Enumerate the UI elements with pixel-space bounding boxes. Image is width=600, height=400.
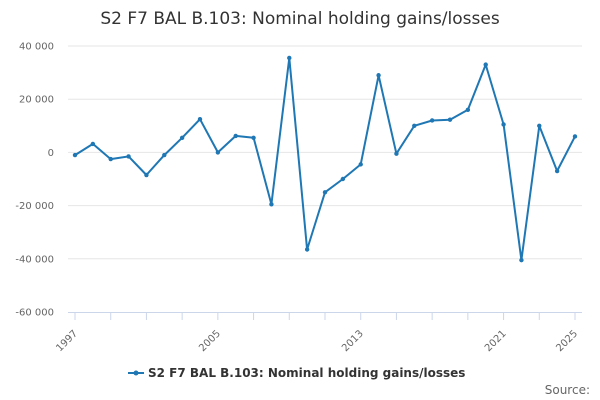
data-point[interactable] xyxy=(233,133,238,139)
x-tick-label: 2021 xyxy=(483,328,509,354)
data-point[interactable] xyxy=(162,152,167,158)
data-point[interactable] xyxy=(340,176,346,182)
legend-label: S2 F7 BAL B.103: Nominal holding gains/l… xyxy=(148,366,465,380)
data-point[interactable] xyxy=(144,172,149,178)
series xyxy=(72,55,578,263)
data-point[interactable] xyxy=(465,107,471,113)
data-point[interactable] xyxy=(126,154,131,159)
x-tick-label: 1997 xyxy=(54,328,80,354)
data-point[interactable] xyxy=(215,150,221,155)
legend[interactable]: S2 F7 BAL B.103: Nominal holding gains/l… xyxy=(128,366,465,380)
legend-point-marker xyxy=(133,370,139,376)
data-point[interactable] xyxy=(287,55,292,61)
y-tick-label: 0 xyxy=(48,148,54,159)
y-tick-label: -60 000 xyxy=(15,308,54,319)
data-point[interactable] xyxy=(501,122,506,127)
data-point[interactable] xyxy=(72,152,78,158)
data-point[interactable] xyxy=(358,162,363,167)
x-tick-label: 2005 xyxy=(197,328,223,354)
data-point[interactable] xyxy=(322,190,328,195)
data-point[interactable] xyxy=(572,134,578,139)
series-line[interactable] xyxy=(74,57,576,262)
data-point[interactable] xyxy=(90,141,96,147)
data-point[interactable] xyxy=(519,257,524,263)
data-point[interactable] xyxy=(179,135,185,140)
x-tick-label: 2025 xyxy=(554,328,580,354)
data-point[interactable] xyxy=(394,151,399,156)
data-point[interactable] xyxy=(304,247,310,252)
data-point[interactable] xyxy=(483,62,488,67)
data-point[interactable] xyxy=(269,202,274,207)
data-point[interactable] xyxy=(251,135,256,140)
data-point[interactable] xyxy=(197,116,203,122)
y-tick-label: -40 000 xyxy=(15,254,54,265)
data-point[interactable] xyxy=(429,118,435,123)
source-label[interactable]: Source: xyxy=(545,383,590,397)
data-point[interactable] xyxy=(447,117,453,122)
gridlines xyxy=(68,45,582,260)
data-point[interactable] xyxy=(537,123,542,128)
y-tick-label: 40 000 xyxy=(19,42,54,53)
y-tick-label: 20 000 xyxy=(19,95,54,106)
data-point[interactable] xyxy=(554,168,560,174)
data-point[interactable] xyxy=(108,156,113,162)
chart-title: S2 F7 BAL B.103: Nominal holding gains/l… xyxy=(100,9,500,29)
x-tick-label: 2013 xyxy=(340,328,366,354)
data-point[interactable] xyxy=(412,123,417,128)
y-tick-label: -20 000 xyxy=(15,201,54,212)
data-point[interactable] xyxy=(376,73,381,78)
